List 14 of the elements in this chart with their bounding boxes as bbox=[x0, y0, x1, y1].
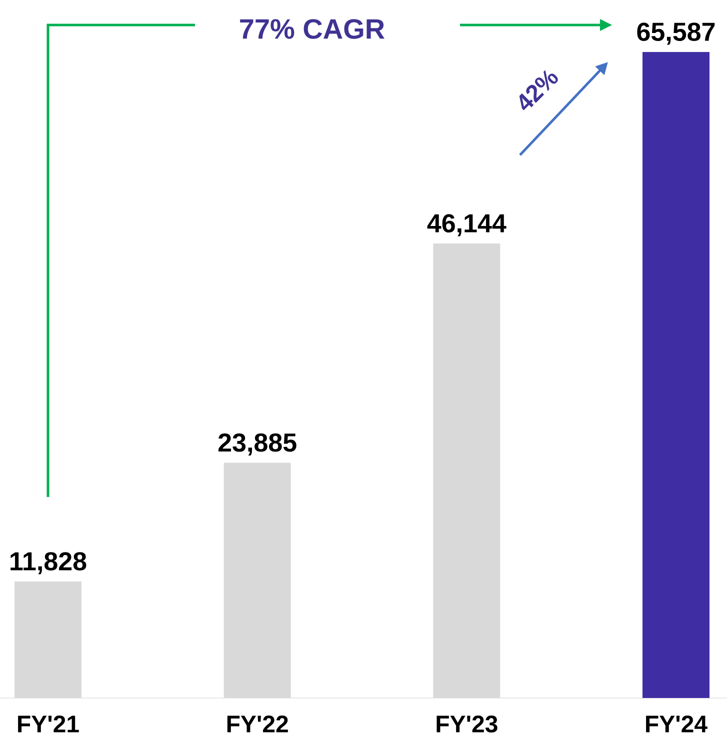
x-tick-label: FY'22 bbox=[227, 716, 288, 732]
data-label: 46,144 bbox=[427, 214, 506, 236]
data-label: 11,828 bbox=[10, 552, 86, 574]
text: 77% CAGR bbox=[240, 19, 384, 39]
x-tick-label: FY'24 bbox=[646, 716, 708, 732]
bar bbox=[642, 52, 710, 698]
x-tick-label: FY'23 bbox=[436, 716, 498, 733]
data-label: 65,587 bbox=[637, 22, 715, 45]
bar bbox=[14, 581, 82, 698]
data-label: 23,885 bbox=[218, 433, 296, 456]
bar bbox=[433, 244, 500, 698]
bar bbox=[224, 462, 291, 698]
annotation: 42% bbox=[519, 70, 558, 110]
x-tick-label: FY'21 bbox=[18, 716, 79, 732]
